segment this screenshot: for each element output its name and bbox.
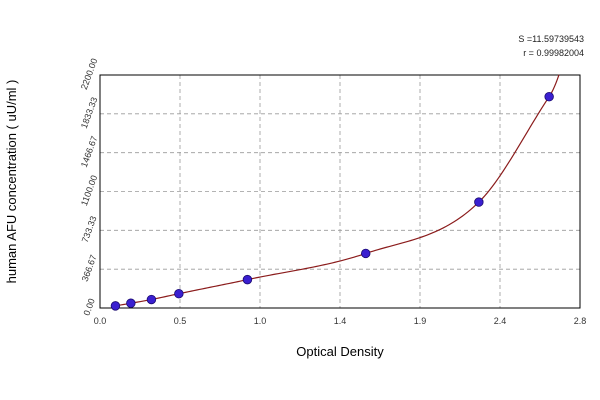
x-axis-label: Optical Density: [296, 344, 384, 359]
data-point: [126, 298, 136, 308]
fit-stat-s: S =11.59739543: [518, 34, 584, 44]
y-tick-label: 733.33: [80, 215, 99, 244]
data-point: [544, 92, 554, 102]
data-point: [174, 289, 184, 299]
y-axis-label: human AFU concentration ( uU/ml ): [4, 80, 19, 284]
y-tick-label: 1466.67: [79, 135, 100, 169]
y-tick-label: 1100.00: [79, 174, 99, 207]
x-tick-label: 0.0: [94, 316, 107, 326]
x-tick-label: 2.8: [574, 316, 587, 326]
grid: [100, 75, 580, 308]
y-tick-label: 2200.00: [79, 57, 100, 91]
x-tick-label: 1.9: [414, 316, 427, 326]
data-point: [242, 274, 253, 285]
fit-stat-r: r = 0.99982004: [523, 48, 584, 58]
data-point: [361, 248, 371, 259]
x-tick-label: 0.5: [174, 316, 187, 326]
x-tick-label: 2.4: [494, 316, 507, 326]
y-tick-label: 366.67: [80, 253, 99, 282]
y-axis-ticks: 0.00 366.67 733.33 1100.00 1466.67 1833.33 220…: [79, 57, 100, 317]
x-tick-label: 1.4: [334, 316, 347, 326]
data-point: [146, 294, 157, 305]
x-axis-ticks: 0.0 0.5 1.0 1.4 1.9 2.4 2.8: [94, 316, 587, 326]
fit-curve: [115, 74, 560, 307]
plot-frame: [99, 74, 581, 309]
y-tick-label: 0.00: [81, 297, 96, 317]
data-points: [110, 92, 554, 311]
data-point: [474, 197, 484, 207]
x-tick-label: 1.0: [254, 316, 267, 326]
y-tick-label: 1833.33: [79, 96, 100, 130]
data-point: [110, 301, 121, 311]
